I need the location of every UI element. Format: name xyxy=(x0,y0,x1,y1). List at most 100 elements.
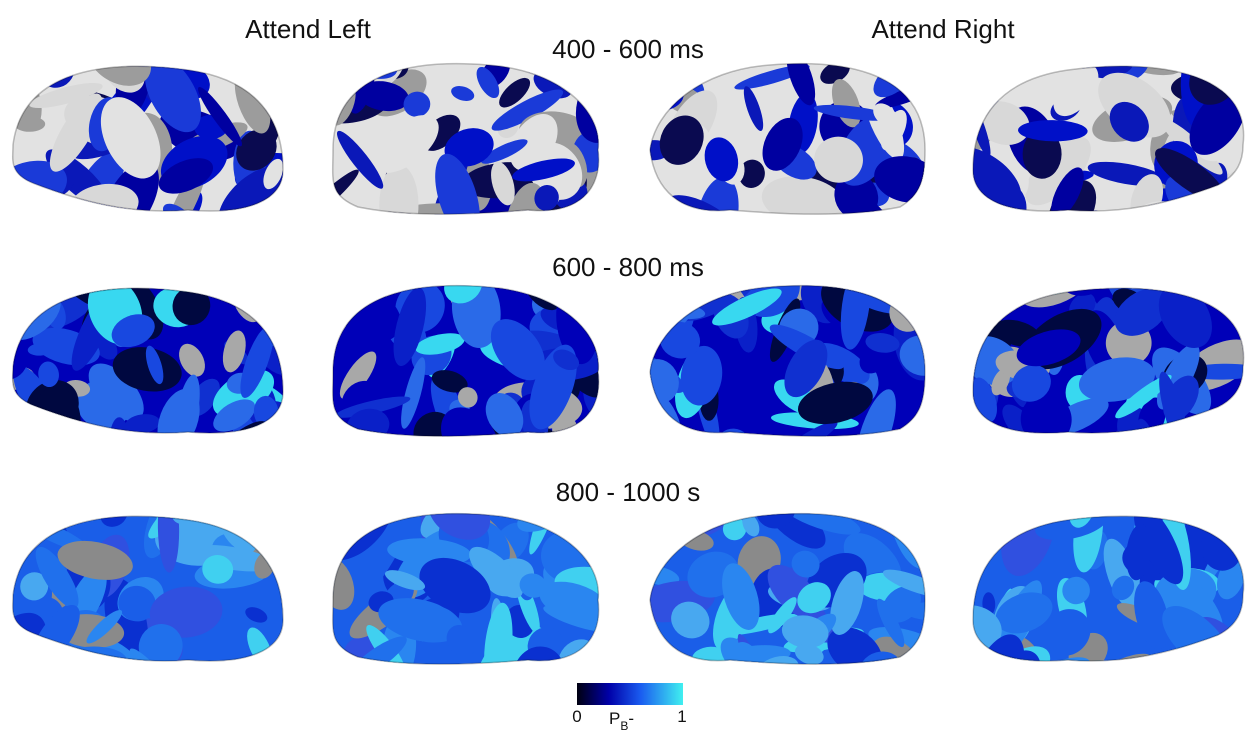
cortex-patch xyxy=(451,86,475,101)
cortex-patch xyxy=(659,321,701,359)
cortex-patch xyxy=(149,586,223,638)
cortex-patch xyxy=(35,546,79,609)
cortex-patch xyxy=(784,339,828,398)
cortex-patch xyxy=(973,146,1022,211)
cortex-patch xyxy=(780,513,861,535)
cortex-patch xyxy=(367,513,397,515)
cortex-patch xyxy=(973,516,995,523)
brain-surface xyxy=(973,66,1244,211)
cortex-patch xyxy=(263,158,283,190)
cortex-patch xyxy=(1212,288,1244,291)
brain-surface xyxy=(332,513,599,665)
cortex-patch xyxy=(899,335,925,376)
cortex-patch xyxy=(481,139,528,164)
cortex-patch xyxy=(162,203,192,211)
brain-outline xyxy=(331,284,600,437)
cortex-patch xyxy=(144,66,201,133)
cortex-patch xyxy=(882,585,921,623)
brain-panels xyxy=(11,45,1245,665)
colorbar-label-subscript: B xyxy=(620,719,628,731)
cortex-patch xyxy=(1158,288,1212,348)
cortex-patch xyxy=(659,115,704,165)
cortex-patch xyxy=(118,585,156,622)
cortex-patch xyxy=(704,137,739,182)
cortex-patch xyxy=(1109,101,1149,142)
cortex-patch xyxy=(372,115,439,173)
brain-outline xyxy=(11,65,284,212)
cortex-patch xyxy=(830,571,865,635)
cortex-patch xyxy=(384,570,426,591)
cortex-patch xyxy=(680,345,723,406)
cortex-patch xyxy=(1115,374,1172,419)
cortex-patch xyxy=(742,513,760,537)
cortex-patch xyxy=(650,359,679,403)
cortex-patch xyxy=(577,513,599,546)
cortex-patch xyxy=(798,381,873,425)
cortex-patch xyxy=(262,570,283,601)
cortex-patch xyxy=(57,516,78,521)
cortex-patch xyxy=(379,164,419,215)
cortex-patch xyxy=(722,563,760,630)
cortex-patch xyxy=(880,109,907,151)
cortex-patch xyxy=(840,285,871,350)
cortex-patch xyxy=(378,598,463,643)
brain-surface xyxy=(650,285,925,437)
cortex-patch xyxy=(1134,581,1170,650)
cortex-patch xyxy=(755,513,796,529)
cortex-patch xyxy=(222,330,246,373)
cortex-patch xyxy=(198,86,242,147)
cortex-patch xyxy=(915,295,925,328)
cortex-patch xyxy=(1062,576,1090,605)
cortex-patch xyxy=(12,516,57,530)
cortex-patch xyxy=(175,374,200,433)
cortex-patch xyxy=(358,81,409,112)
cortex-patch xyxy=(791,550,820,578)
cortex-patch xyxy=(111,314,155,348)
cortex-patch xyxy=(172,288,211,326)
cortex-patch xyxy=(348,636,407,665)
cortex-patch xyxy=(865,333,900,353)
brain-outline xyxy=(331,512,600,665)
cortex-patch xyxy=(20,572,49,601)
cortex-patch xyxy=(245,607,268,623)
cortex-patch xyxy=(246,66,279,86)
cortex-patch xyxy=(491,89,564,131)
cortex-patch xyxy=(49,93,103,172)
cortex-patch xyxy=(813,104,894,121)
cortex-patch xyxy=(973,516,994,550)
cortex-patch xyxy=(712,288,782,326)
cortex-patch xyxy=(856,389,896,437)
cortex-patch xyxy=(86,609,123,644)
cortex-patch xyxy=(12,194,24,211)
cortex-patch xyxy=(691,646,730,665)
cortex-patch xyxy=(435,153,480,215)
cortex-patch xyxy=(765,45,796,66)
cortex-patch xyxy=(797,582,831,614)
cortex-patch xyxy=(100,516,128,527)
cortex-patch xyxy=(901,63,925,83)
cortex-patch xyxy=(784,421,838,437)
column-title: Attend Right xyxy=(871,14,1015,44)
cortex-patch xyxy=(882,569,925,597)
cortex-patch xyxy=(743,86,764,132)
cortex-patch xyxy=(1022,129,1062,179)
cortex-patch xyxy=(1126,523,1152,581)
cortex-patch xyxy=(671,601,710,639)
cortex-patch xyxy=(393,287,427,367)
cortex-patch xyxy=(1133,516,1184,585)
brain-outline xyxy=(11,515,284,662)
brain-outline xyxy=(649,512,926,665)
colorbar-label-main: P xyxy=(609,709,620,728)
colorbar-label: PB- xyxy=(609,709,634,731)
cortex-patch xyxy=(991,368,1011,396)
cortex-patch xyxy=(20,516,67,535)
cortex-patch xyxy=(973,605,1002,657)
cortex-patch xyxy=(786,63,816,106)
column-title: Attend Left xyxy=(245,14,372,44)
cortex-patch xyxy=(519,573,547,598)
cortex-patch xyxy=(14,116,46,132)
cortex-patch xyxy=(213,399,256,432)
cortex-patch xyxy=(87,66,152,86)
cortex-patch xyxy=(973,654,999,661)
